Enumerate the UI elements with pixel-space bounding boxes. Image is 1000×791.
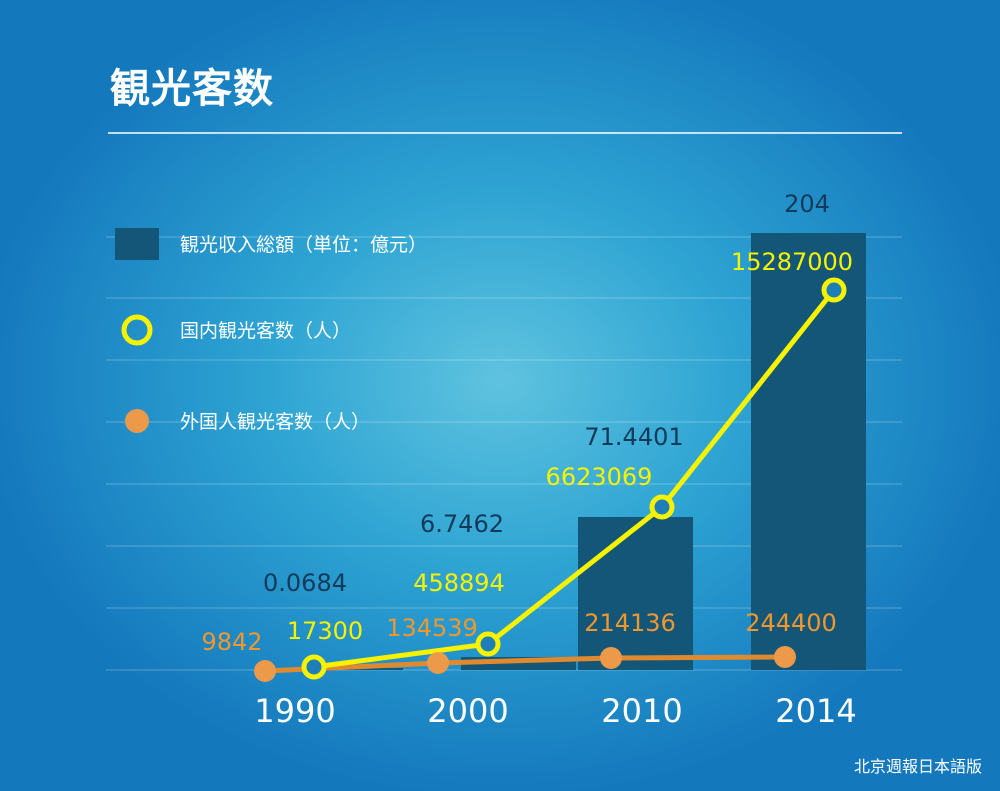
domestic-label-1990: 17300 xyxy=(287,617,363,645)
domestic-label-2010: 6623069 xyxy=(546,463,653,491)
x-tick-2010: 2010 xyxy=(601,692,682,730)
x-axis-ticks: 1990 2000 2010 2014 xyxy=(254,692,856,730)
domestic-label-2000: 458894 xyxy=(413,569,505,597)
domestic-label-2014: 15287000 xyxy=(731,248,853,276)
domestic-visitors-line xyxy=(313,288,836,670)
legend-label-foreign: 外国人観光客数（人） xyxy=(180,411,370,433)
x-tick-2000: 2000 xyxy=(427,692,508,730)
legend-swatch-revenue xyxy=(115,228,159,260)
line-series xyxy=(254,277,847,682)
foreign-point-2014 xyxy=(774,646,796,668)
bar-2010 xyxy=(578,517,693,670)
domestic-point-2000 xyxy=(475,631,501,657)
bar-series xyxy=(288,233,866,670)
revenue-label-2010: 71.4401 xyxy=(584,423,683,451)
source-credit: 北京週報日本語版 xyxy=(853,757,982,776)
x-tick-2014: 2014 xyxy=(775,692,856,730)
legend: 観光収入総額（単位：億元） 国内観光客数（人） 外国人観光客数（人） xyxy=(115,228,427,433)
chart-title: 観光客数 xyxy=(110,66,274,112)
legend-label-revenue: 観光収入総額（単位：億元） xyxy=(180,234,427,256)
revenue-label-2000: 6.7462 xyxy=(420,510,504,538)
foreign-label-2000: 134539 xyxy=(386,614,478,642)
foreign-label-1990: 9842 xyxy=(201,628,262,656)
legend-label-domestic: 国内観光客数（人） xyxy=(180,320,351,342)
revenue-label-1990: 0.0684 xyxy=(263,569,347,597)
foreign-point-2000 xyxy=(427,652,449,674)
revenue-label-2014: 204 xyxy=(784,190,830,218)
foreign-label-2010: 214136 xyxy=(584,609,676,637)
domestic-point-2010 xyxy=(649,494,675,520)
x-tick-1990: 1990 xyxy=(254,692,335,730)
data-labels: 0.0684 6.7462 71.4401 204 17300 458894 6623069… xyxy=(201,190,853,656)
legend-marker-domestic xyxy=(121,314,153,346)
domestic-point-1990 xyxy=(301,654,327,680)
foreign-label-2014: 244400 xyxy=(745,609,837,637)
legend-marker-foreign xyxy=(125,409,149,433)
bar-2014 xyxy=(751,233,866,670)
foreign-visitors-line xyxy=(264,654,786,674)
title-divider xyxy=(108,132,902,134)
foreign-point-1990 xyxy=(254,660,276,682)
domestic-point-2014 xyxy=(821,277,847,303)
foreign-point-2010 xyxy=(600,647,622,669)
